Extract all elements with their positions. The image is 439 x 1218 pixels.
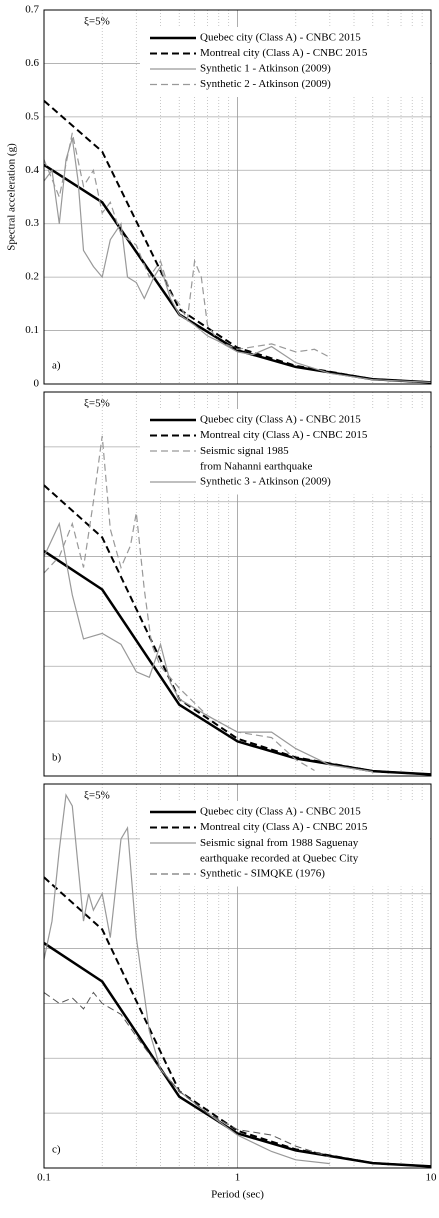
- series-line: [44, 876, 431, 1168]
- y-tick-label: 0.6: [25, 57, 39, 69]
- plot-frame: [43, 9, 432, 385]
- legend-label: Quebec city (Class A) - CNBC 2015: [200, 32, 361, 44]
- series-line: [44, 100, 431, 384]
- legend-label: Synthetic 3 - Atkinson (2009): [200, 476, 331, 488]
- legend-label-line: Seismic signal 1985: [200, 445, 289, 457]
- series-line: [44, 991, 330, 1158]
- damping-label: ξ=5%: [84, 398, 110, 410]
- y-tick-label: 0.1: [25, 324, 39, 336]
- y-tick-label: 0.7: [25, 4, 39, 16]
- x-tick-label: 1: [235, 1172, 241, 1184]
- legend-label: Montreal city (Class A) - CNBC 2015: [200, 429, 368, 441]
- series-line: [44, 521, 373, 773]
- legend-label: Quebec city (Class A) - CNBC 2015: [200, 806, 361, 818]
- legend-label: Seismic signal from 1988 Saguenay earthqu…: [200, 837, 359, 865]
- y-tick-label: 0.3: [25, 217, 39, 229]
- series-line: [44, 793, 330, 1165]
- plot-frame: [43, 783, 432, 1169]
- series-line: [44, 132, 331, 358]
- x-tick-label: 10: [426, 1172, 438, 1184]
- plot-frame: [43, 391, 432, 777]
- legend-label: Montreal city (Class A) - CNBC 2015: [200, 821, 368, 833]
- panel-label: a): [52, 360, 61, 372]
- legend-box: [140, 801, 430, 887]
- x-tick-label: 0.1: [37, 1172, 51, 1184]
- y-tick-label: 0.5: [25, 110, 39, 122]
- y-tick-label: 0.2: [25, 271, 39, 283]
- legend-box: [140, 409, 430, 495]
- panel-label: b): [52, 752, 62, 764]
- damping-label: ξ=5%: [84, 16, 110, 28]
- legend-label: Seismic signal 1985 from Nahanni earthqua…: [200, 445, 313, 473]
- x-axis-label: Period (sec): [211, 1189, 264, 1201]
- legend-label: Synthetic - SIMQKE (1976): [200, 868, 325, 880]
- legend-label: Montreal city (Class A) - CNBC 2015: [200, 47, 368, 59]
- series-line: [44, 138, 431, 383]
- legend-label: Synthetic 2 - Atkinson (2009): [200, 78, 331, 90]
- legend-label-line: Seismic signal from 1988 Saguenay: [200, 837, 359, 849]
- panel-label: c): [52, 1144, 61, 1156]
- damping-label: ξ=5%: [84, 790, 110, 802]
- legend-label-line: from Nahanni earthquake: [200, 460, 313, 472]
- y-tick-label: 0.4: [25, 164, 39, 176]
- legend-label-line: earthquake recorded at Quebec City: [200, 852, 359, 864]
- legend-label: Synthetic 1 - Atkinson (2009): [200, 63, 331, 75]
- legend-label: Quebec city (Class A) - CNBC 2015: [200, 414, 361, 426]
- y-tick-label: 0: [34, 378, 40, 390]
- y-axis-label: Spectral acceleration (g): [6, 143, 18, 251]
